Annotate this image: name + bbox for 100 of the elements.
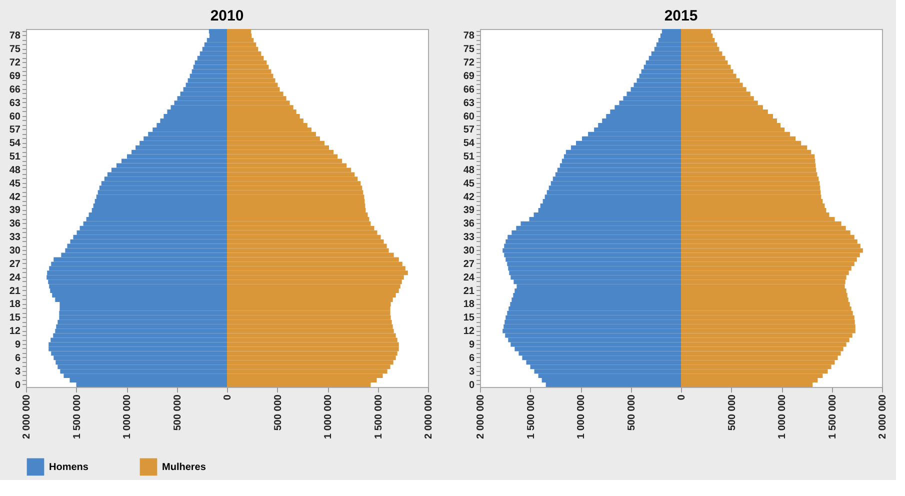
- y-tick-label: 24: [9, 272, 21, 284]
- y-tick-label: 69: [9, 70, 21, 82]
- x-tick-label: 1 000 000: [576, 394, 587, 439]
- y-tick-label: 9: [14, 339, 21, 350]
- y-tick-label: 42: [9, 192, 21, 203]
- y-tick-label: 48: [463, 164, 475, 176]
- y-tick-label: 72: [463, 58, 475, 69]
- bar: [636, 78, 681, 83]
- y-tick-label: 36: [9, 218, 21, 230]
- x-tick-label: 1 000 000: [323, 394, 334, 439]
- y-tick-label: 12: [9, 326, 21, 338]
- bar: [508, 338, 681, 342]
- y-tick-label: 18: [9, 299, 21, 310]
- bar: [681, 257, 857, 262]
- bar: [227, 78, 276, 83]
- y-tick-label: 12: [463, 326, 475, 338]
- y-tick-label: 42: [463, 192, 475, 203]
- bar: [681, 158, 816, 164]
- y-tick-label: 6: [468, 352, 475, 364]
- bar: [111, 168, 227, 172]
- y-tick-label: 30: [463, 246, 475, 257]
- x-tick-label: 2 000 000: [22, 394, 32, 439]
- y-tick-label: 3: [14, 366, 21, 378]
- y-tick-label: 48: [9, 164, 21, 176]
- y-tick-label: 27: [9, 258, 21, 270]
- bar: [641, 69, 681, 74]
- y-tick-label: 60: [9, 111, 21, 122]
- y-tick-label: 0: [468, 380, 475, 391]
- y-tick-label: 57: [463, 124, 475, 136]
- bar: [681, 74, 736, 78]
- y-tick-label: 21: [9, 286, 21, 297]
- bar: [227, 257, 399, 262]
- y-tick-label: 54: [463, 138, 475, 150]
- bar: [48, 346, 227, 352]
- y-tick-label: 39: [9, 205, 21, 216]
- y-tick-label: 15: [9, 312, 21, 324]
- y-tick-label: 3: [468, 366, 475, 378]
- y-tick-label: 54: [9, 138, 21, 150]
- y-tick-label: 27: [463, 258, 475, 270]
- y-tick-label: 30: [9, 246, 21, 257]
- y-tick-label: 24: [463, 272, 475, 284]
- x-tick-label: 0: [222, 394, 234, 400]
- bar: [227, 69, 272, 74]
- y-tick-label: 36: [463, 218, 475, 230]
- y-tick-label: 6: [14, 352, 21, 364]
- bar: [681, 78, 740, 83]
- y-tick-label: 69: [463, 70, 475, 82]
- bar: [188, 78, 227, 83]
- x-tick-label: 0: [676, 394, 688, 400]
- y-tick-label: 18: [463, 299, 475, 310]
- x-tick-label: 1 500 000: [373, 394, 384, 439]
- y-tick-label: 9: [468, 339, 475, 350]
- x-tick-label: 1 000 000: [122, 394, 133, 439]
- x-tick-label: 1 500 000: [827, 394, 838, 439]
- legend-label: Homens: [49, 462, 89, 473]
- x-tick-label: 1 000 000: [777, 394, 788, 439]
- y-tick-label: 0: [14, 380, 21, 391]
- x-tick-label: 500 000: [726, 394, 738, 431]
- bar: [557, 168, 681, 172]
- y-tick-label: 45: [463, 178, 475, 190]
- y-tick-label: 21: [463, 286, 475, 297]
- y-tick-label: 72: [9, 58, 21, 69]
- x-tick-label: 1 500 000: [526, 394, 537, 439]
- bar: [514, 346, 681, 352]
- bar: [562, 158, 681, 164]
- bar: [227, 346, 399, 352]
- x-tick-label: 500 000: [172, 394, 184, 431]
- bar: [681, 346, 844, 352]
- bar: [227, 338, 398, 342]
- bar: [192, 69, 227, 74]
- y-tick-label: 63: [9, 98, 21, 109]
- bar: [54, 257, 227, 262]
- bar: [681, 69, 734, 74]
- legend-label: Mulheres: [162, 462, 206, 473]
- y-tick-label: 51: [463, 152, 475, 163]
- chart-title: 2015: [664, 8, 698, 25]
- bar: [681, 338, 850, 342]
- y-tick-label: 15: [463, 312, 475, 324]
- y-tick-label: 57: [9, 124, 21, 136]
- x-tick-label: 2 000 000: [476, 394, 486, 439]
- bar: [681, 168, 816, 172]
- x-tick-label: 2 000 000: [424, 394, 434, 439]
- y-tick-label: 51: [9, 152, 21, 163]
- bar: [681, 248, 863, 253]
- y-tick-label: 75: [463, 44, 475, 56]
- bar: [502, 248, 681, 253]
- y-tick-label: 45: [9, 178, 21, 190]
- bar: [50, 338, 227, 342]
- chart-title: 2010: [210, 8, 244, 25]
- bar: [65, 248, 227, 253]
- bar: [227, 168, 352, 172]
- y-tick-label: 60: [463, 111, 475, 122]
- bar: [227, 158, 342, 164]
- x-tick-label: 500 000: [626, 394, 638, 431]
- x-tick-label: 2 000 000: [878, 394, 888, 439]
- x-tick-label: 1 500 000: [72, 394, 83, 439]
- y-tick-label: 33: [9, 232, 21, 244]
- bar: [506, 257, 681, 262]
- y-tick-label: 66: [9, 84, 21, 96]
- y-tick-label: 78: [463, 30, 475, 42]
